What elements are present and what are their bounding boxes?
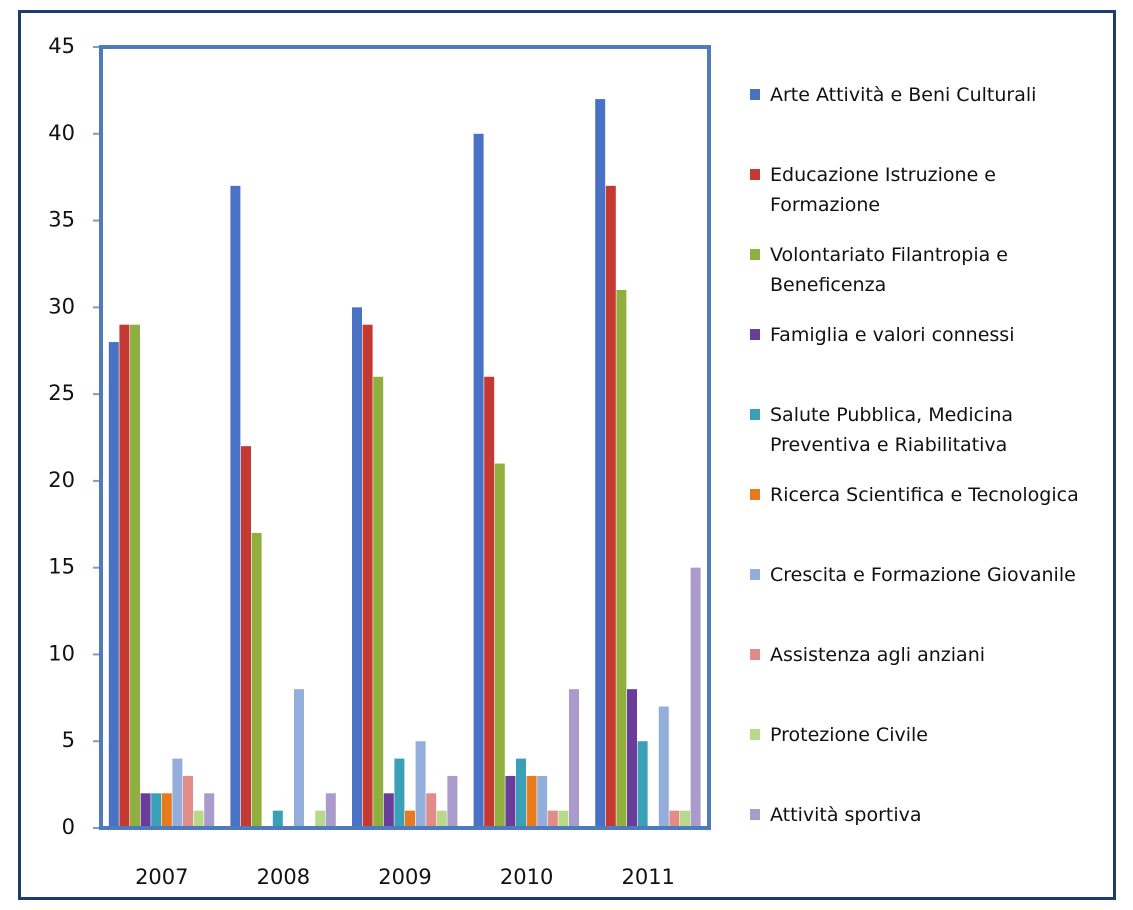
- bar: [494, 463, 505, 828]
- legend-swatch: [750, 409, 760, 420]
- bar: [362, 324, 373, 828]
- legend-swatch: [750, 649, 760, 660]
- y-tick-label: 10: [48, 641, 75, 665]
- y-tick-label: 0: [62, 815, 75, 839]
- bar: [537, 775, 548, 828]
- bar: [505, 775, 516, 828]
- bar: [315, 810, 326, 828]
- legend-item: Ricerca Scientifica e Tecnologica: [750, 480, 1100, 510]
- bar: [669, 810, 680, 828]
- legend-item: Salute Pubblica, Medicina Preventiva e R…: [750, 400, 1100, 460]
- legend-label: Crescita e Formazione Giovanile: [770, 564, 1076, 586]
- x-tick-label: 2009: [378, 865, 431, 889]
- bar: [294, 689, 304, 828]
- legend-item: Crescita e Formazione Giovanile: [750, 560, 1100, 590]
- bar: [272, 810, 283, 828]
- legend-swatch: [750, 809, 760, 820]
- bar: [447, 775, 458, 828]
- x-tick-label: 2008: [257, 865, 310, 889]
- legend-swatch: [750, 249, 760, 260]
- x-tick-label: 2007: [135, 865, 188, 889]
- bar: [108, 342, 119, 828]
- bar: [241, 446, 251, 828]
- legend-swatch: [750, 329, 760, 340]
- bar: [658, 706, 669, 828]
- bar: [130, 324, 140, 828]
- bar: [627, 689, 637, 828]
- bar: [373, 376, 384, 828]
- legend-swatch: [750, 729, 760, 740]
- legend-swatch: [750, 169, 760, 180]
- y-tick-label: 35: [48, 208, 75, 232]
- bar: [172, 758, 183, 828]
- bar: [484, 376, 495, 828]
- bar: [637, 741, 648, 828]
- bar: [690, 567, 701, 828]
- bar: [161, 793, 172, 828]
- bar: [558, 810, 569, 828]
- legend-item: Protezione Civile: [750, 720, 1100, 750]
- bar: [547, 810, 558, 828]
- bar: [394, 758, 405, 828]
- legend-label: Educazione Istruzione e Formazione: [770, 164, 996, 216]
- bar: [605, 185, 616, 828]
- y-tick-label: 40: [48, 121, 75, 145]
- y-tick-label: 5: [62, 728, 75, 752]
- bar: [140, 793, 151, 828]
- frame: [18, 10, 1116, 900]
- legend-swatch: [750, 89, 760, 100]
- x-tick-label: 2010: [500, 865, 553, 889]
- bar: [526, 775, 537, 828]
- bar: [616, 289, 627, 828]
- bar: [151, 793, 162, 828]
- bar: [383, 793, 394, 828]
- legend-item: Assistenza agli anziani: [750, 640, 1100, 670]
- bar: [595, 99, 606, 829]
- legend-label: Arte Attività e Beni Culturali: [770, 84, 1037, 106]
- x-tick-label: 2011: [621, 865, 674, 889]
- bar: [230, 185, 241, 828]
- y-tick-label: 45: [48, 34, 75, 58]
- legend-item: Attività sportiva: [750, 800, 1100, 830]
- legend-item: Arte Attività e Beni Culturali: [750, 80, 1100, 110]
- bar: [119, 324, 130, 828]
- legend-item: Famiglia e valori connessi: [750, 320, 1100, 350]
- bar: [405, 810, 415, 828]
- legend-swatch: [750, 489, 760, 500]
- legend-label: Attività sportiva: [770, 804, 922, 826]
- legend-label: Assistenza agli anziani: [770, 644, 986, 666]
- y-tick-label: 30: [48, 294, 75, 318]
- bar: [193, 810, 204, 828]
- legend-item: Volontariato Filantropia e Beneficenza: [750, 240, 1100, 300]
- bar: [325, 793, 336, 828]
- bar: [251, 532, 262, 828]
- bar: [436, 810, 447, 828]
- bar: [473, 133, 484, 828]
- y-tick-label: 15: [48, 555, 75, 579]
- bar: [183, 775, 193, 828]
- bar: [516, 758, 526, 828]
- legend-label: Famiglia e valori connessi: [770, 324, 1015, 346]
- y-tick-label: 20: [48, 468, 75, 492]
- bar: [204, 793, 215, 828]
- bar: [569, 689, 579, 828]
- legend-item: Educazione Istruzione e Formazione: [750, 160, 1100, 220]
- legend-swatch: [750, 569, 760, 580]
- legend-label: Volontariato Filantropia e Beneficenza: [770, 244, 1009, 296]
- legend-label: Salute Pubblica, Medicina Preventiva e R…: [770, 404, 1014, 456]
- plot-border: [99, 45, 711, 830]
- bar: [415, 741, 426, 828]
- legend-label: Ricerca Scientifica e Tecnologica: [770, 484, 1079, 506]
- y-tick-label: 25: [48, 381, 75, 405]
- legend-label: Protezione Civile: [770, 724, 928, 746]
- bar: [352, 307, 362, 828]
- bar: [426, 793, 437, 828]
- bar: [680, 810, 690, 828]
